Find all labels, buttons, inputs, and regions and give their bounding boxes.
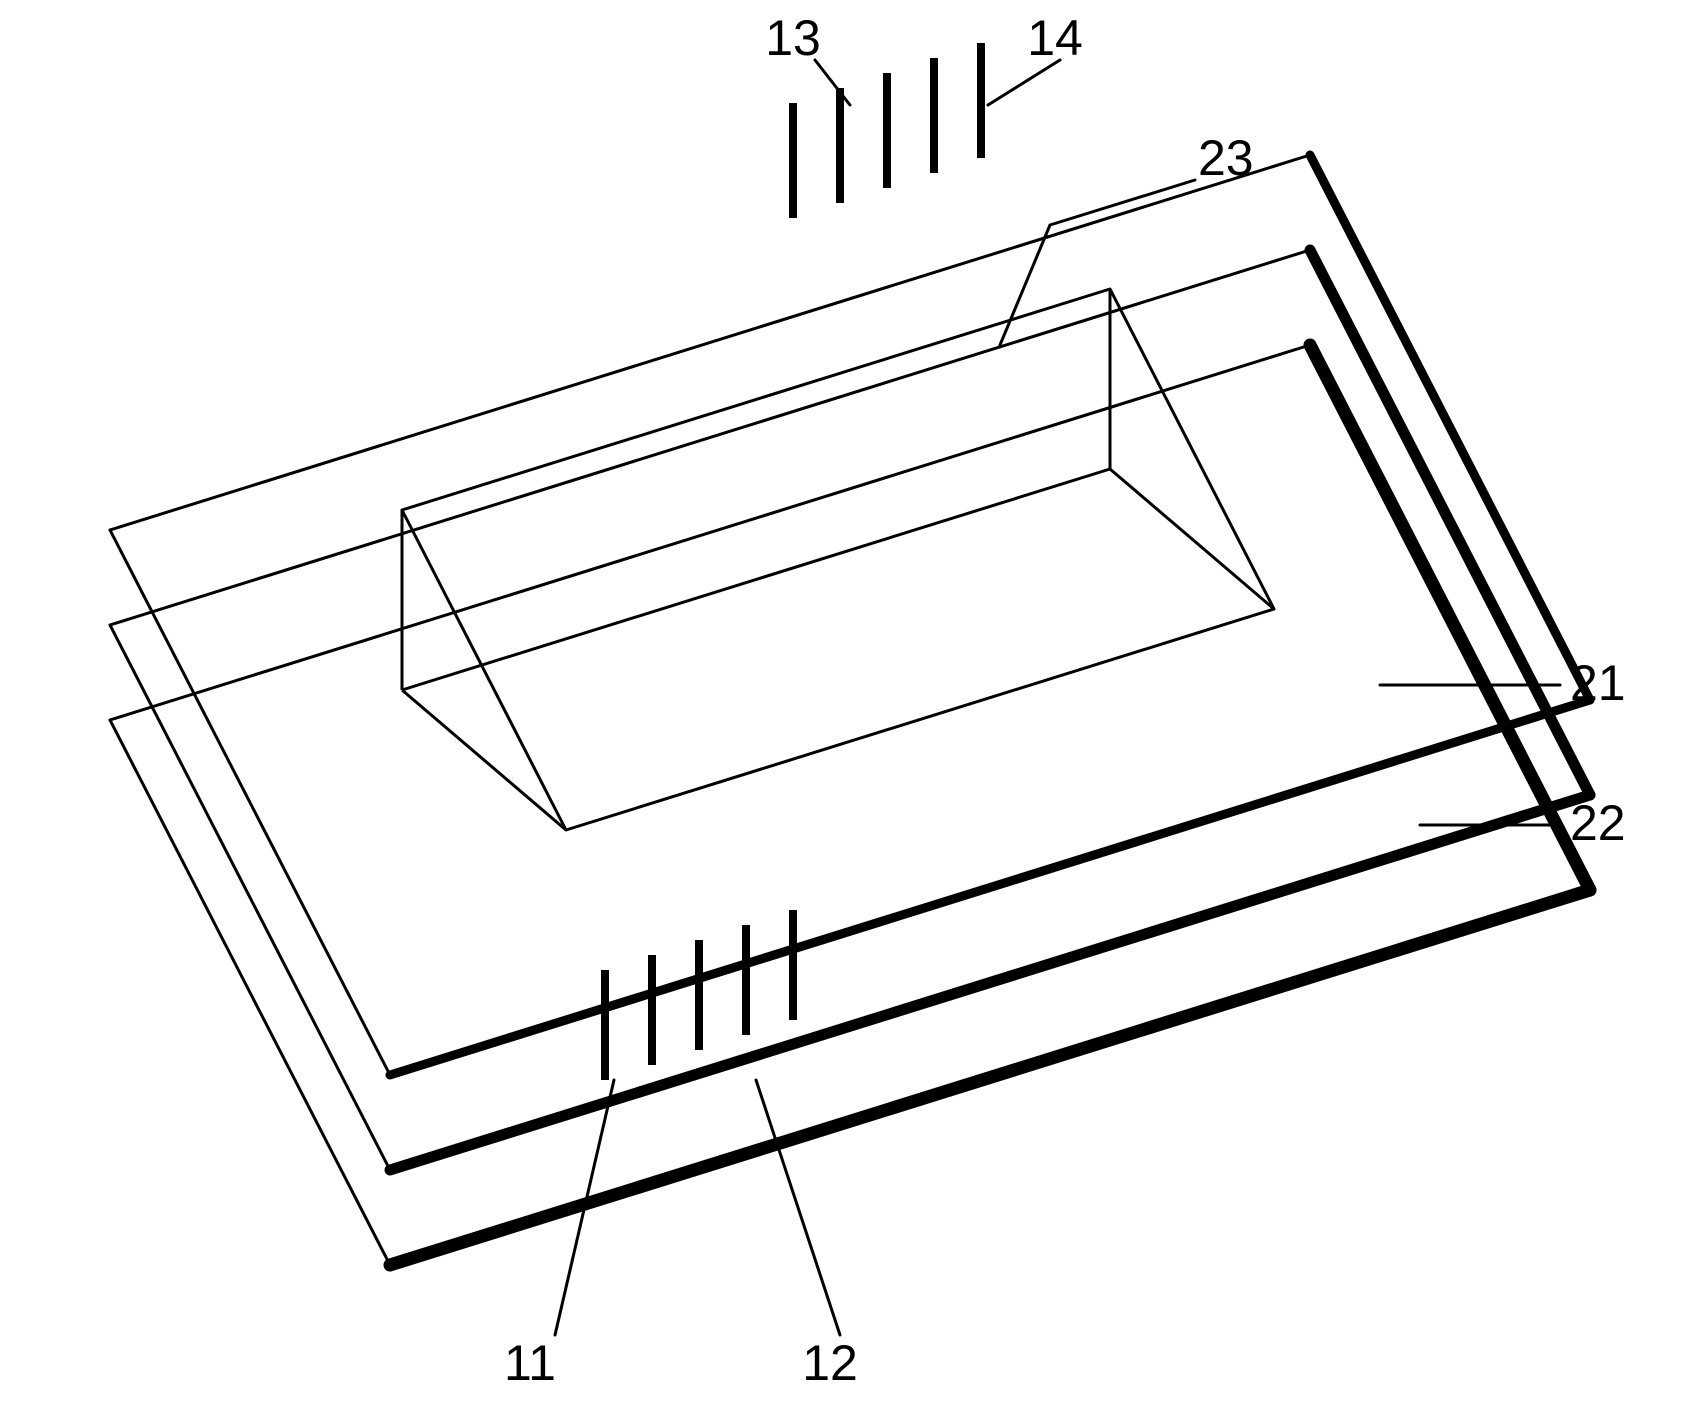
callout-label: 11 <box>504 1335 556 1391</box>
callout-label: 13 <box>765 10 821 66</box>
callout-label: 23 <box>1198 130 1254 186</box>
callout-label: 21 <box>1570 655 1626 711</box>
callout-label: 12 <box>802 1335 858 1391</box>
callout-label: 22 <box>1570 795 1626 851</box>
callout-label: 14 <box>1027 10 1083 66</box>
